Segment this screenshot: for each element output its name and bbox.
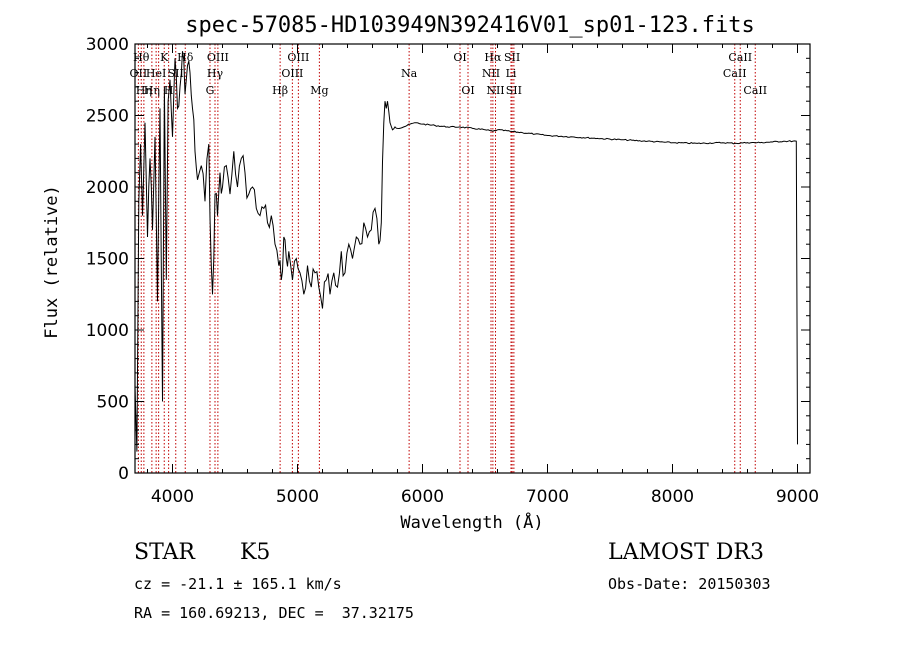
line-label-19: OI (461, 84, 474, 97)
line-label-0: OII (130, 67, 148, 80)
line-label-2: Hη (136, 84, 152, 97)
observation-date: Obs-Date: 20150303 (608, 575, 771, 593)
coordinates: RA = 160.69213, DEC = 37.32175 (134, 604, 414, 622)
line-label-18: OI (453, 51, 466, 64)
line-label-26: CaII (723, 67, 747, 80)
line-label-27: CaII (728, 51, 752, 64)
line-label-21: Hα (484, 51, 502, 64)
line-label-10: G (206, 84, 215, 97)
y-tick-label-3: 1500 (86, 250, 129, 270)
line-label-14: OIII (281, 67, 303, 80)
line-label-13: Hβ (272, 84, 288, 97)
line-label-3: Hη (144, 84, 160, 97)
line-label-1: Hθ (133, 51, 150, 64)
line-label-16: Mg (310, 84, 328, 97)
survey-name: LAMOST DR3 (608, 540, 764, 565)
x-tick-label-4: 8000 (651, 487, 694, 507)
line-label-11: Hγ (207, 67, 224, 80)
line-label-12: OIII (207, 51, 229, 64)
line-label-24: SII (504, 51, 520, 64)
chart-title: spec-57085-HD103949N392416V01_sp01-123.f… (185, 13, 755, 38)
line-label-23: Li (506, 67, 517, 80)
line-label-25: SII (506, 84, 522, 97)
x-tick-label-1: 5000 (276, 487, 319, 507)
line-label-22: NII (486, 84, 504, 97)
x-axis: 4000 5000 6000 7000 8000 9000 (147, 44, 819, 507)
object-class: STAR (134, 540, 195, 565)
y-tick-label-6: 3000 (86, 35, 129, 55)
line-label-28: CaII (743, 84, 767, 97)
x-tick-label-2: 6000 (401, 487, 444, 507)
x-tick-label-5: 9000 (776, 487, 819, 507)
y-tick-label-4: 2000 (86, 178, 129, 198)
x-axis-label: Wavelength (Å) (400, 511, 543, 533)
line-label-17: Na (401, 67, 418, 80)
y-axis: 0 500 1000 1500 2000 2500 3000 (86, 35, 810, 484)
spectrum-chart: spec-57085-HD103949N392416V01_sp01-123.f… (42, 13, 819, 533)
line-label-20: NII (482, 67, 500, 80)
y-tick-label-5: 2500 (86, 107, 129, 127)
line-label-15: OIII (287, 51, 309, 64)
y-tick-label-1: 500 (97, 393, 129, 413)
x-tick-label-3: 7000 (526, 487, 569, 507)
x-tick-label-0: 4000 (151, 487, 194, 507)
line-label-4: HeI (146, 67, 166, 80)
line-labels: OIIHθHηHηHeIKHSIIHδGHγOIIIHβOIIIOIIIMgNa… (130, 51, 768, 97)
y-tick-label-0: 0 (118, 464, 129, 484)
y-axis-label: Flux (relative) (42, 185, 62, 339)
line-label-9: Hδ (177, 51, 194, 64)
y-tick-label-2: 1000 (86, 321, 129, 341)
spectrum-line (134, 51, 798, 452)
object-subclass: K5 (240, 540, 271, 565)
plot-frame (134, 43, 811, 474)
line-markers (137, 44, 756, 473)
redshift-velocity: cz = -21.1 ± 165.1 km/s (134, 575, 342, 593)
line-label-6: K (160, 51, 169, 64)
